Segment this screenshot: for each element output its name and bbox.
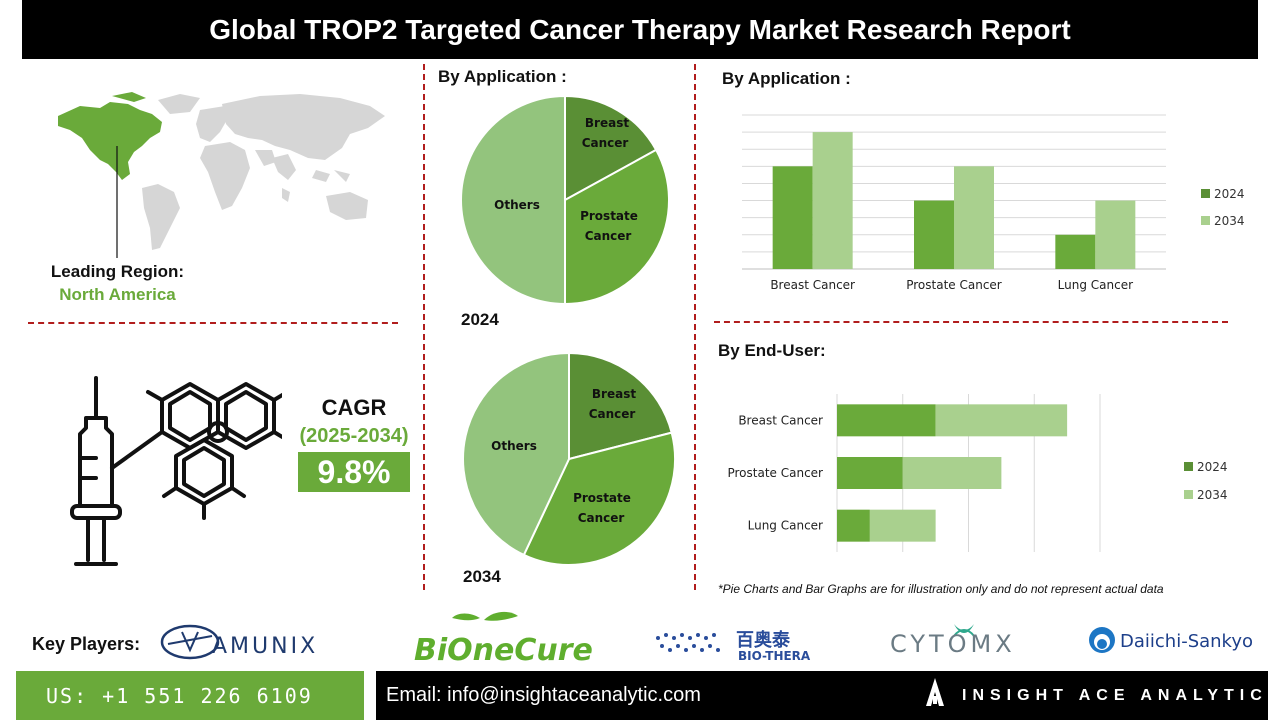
pie-2034-slice-prostate [522, 431, 676, 566]
cagr-label: CAGR [321, 395, 387, 420]
pie-2034-label-others: Others [491, 439, 537, 453]
pie-chart-2024: Breast Cancer Prostate Cancer Others [460, 94, 670, 306]
report-title: Global TROP2 Targeted Cancer Therapy Mar… [22, 0, 1258, 59]
pie-section-title: By Application : [438, 67, 567, 86]
bar-2024-0 [772, 166, 813, 269]
separator-left [28, 322, 398, 324]
logo-bio-thera-cn: 百奥泰 [736, 629, 791, 651]
key-players-label: Key Players: [32, 634, 141, 654]
hbar-2034-0 [935, 404, 1068, 437]
pie-2034-label-prostate-2: Cancer [578, 511, 625, 525]
bar-section-title: By Application : [722, 69, 851, 88]
bar-2024-1 [914, 200, 954, 269]
legend-swatch-2024 [1201, 189, 1210, 198]
insight-ace-logo-icon [926, 678, 944, 706]
logo-cytomx-text: CYTOMX [890, 630, 1016, 658]
leading-region-label: Leading Region: [50, 262, 185, 281]
brand-name: INSIGHT ACE ANALYTIC [904, 671, 1268, 720]
pie-2024-label-prostate-1: Prostate [580, 209, 638, 223]
hbar-2034-1 [902, 457, 1002, 489]
cagr-value: 9.8% [298, 452, 410, 492]
logo-daiichi-text: Daiichi-Sankyo [1120, 631, 1253, 652]
bar-chart-application: Breast Cancer Prostate Cancer Lung Cancer … [742, 114, 1245, 292]
pie-2034-slice-others [462, 351, 570, 557]
logo-amunix-text: AMUNIX [212, 634, 318, 659]
bar-category-label: Prostate Cancer [906, 278, 1002, 292]
pie-2024-slice-prostate [564, 148, 670, 306]
hlegend-swatch-2034 [1184, 490, 1193, 499]
pie-2024-slice-breast [564, 94, 658, 202]
legend-label-2034: 2034 [1214, 214, 1245, 228]
logo-bionecure-text: BiOneCure [414, 633, 593, 666]
world-map [58, 92, 385, 258]
logo-bionecure: BiOneCure [414, 611, 593, 666]
bar-2034-0 [812, 132, 853, 269]
bar-2034-2 [1095, 200, 1136, 269]
hbar-category-label: Prostate Cancer [727, 466, 823, 480]
cagr-period: (2025-2034) [299, 425, 409, 447]
hbar-category-label: Lung Cancer [748, 519, 823, 533]
legend-label-2024: 2024 [1214, 187, 1245, 201]
email-address[interactable]: Email: info@insightaceanalytic.com [376, 671, 904, 720]
logo-bio-thera-text: BIO-THERA [738, 649, 811, 663]
pie-2024-label-prostate-2: Cancer [585, 229, 632, 243]
hbar-2024-0 [837, 404, 936, 437]
hbar-2024-1 [837, 457, 903, 489]
bar-category-label: Breast Cancer [770, 278, 855, 292]
separator-middle [423, 64, 425, 590]
logo-cytomx: CYTOMX [890, 624, 1016, 658]
bar-category-label: Lung Cancer [1058, 278, 1133, 292]
logo-bio-thera: 百奥泰 BIO-THERA [656, 629, 811, 663]
separator-right [694, 64, 696, 590]
hlegend-label-2034: 2034 [1197, 488, 1228, 502]
leading-region-value: North America [59, 285, 176, 304]
pie-2034-year: 2034 [463, 567, 501, 586]
pie-2024-label-breast-1: Breast [585, 116, 629, 130]
disclaimer-footnote: *Pie Charts and Bar Graphs are for illus… [718, 582, 1164, 596]
pie-2034-label-prostate-1: Prostate [573, 491, 631, 505]
separator-right-h [714, 321, 1228, 323]
hbar-2024-2 [837, 509, 870, 542]
hlegend-label-2024: 2024 [1197, 460, 1228, 474]
syringe-molecule-icon [70, 376, 282, 566]
hlegend-swatch-2024 [1184, 462, 1193, 471]
pie-chart-2034: Breast Cancer Prostate Cancer Others [462, 351, 676, 566]
pie-2034-label-breast-1: Breast [592, 387, 636, 401]
pie-2024-label-others: Others [494, 198, 540, 212]
bar-2034-1 [954, 166, 994, 269]
legend-swatch-2034 [1201, 216, 1210, 225]
hbar-section-title: By End-User: [718, 341, 826, 360]
hbar-category-label: Breast Cancer [738, 413, 823, 427]
phone-number[interactable]: US: +1 551 226 6109 [16, 671, 364, 720]
pie-2024-label-breast-2: Cancer [582, 136, 629, 150]
bar-2024-2 [1055, 234, 1096, 269]
pie-2024-year: 2024 [461, 310, 499, 329]
hbar-2034-2 [869, 509, 936, 542]
logo-daiichi-sankyo: Daiichi-Sankyo [1089, 627, 1253, 653]
pie-2034-slice-breast [568, 351, 673, 461]
pie-2024-slice-others [460, 94, 566, 306]
pie-2034-label-breast-2: Cancer [589, 407, 636, 421]
logo-amunix: AMUNIX [160, 624, 318, 660]
